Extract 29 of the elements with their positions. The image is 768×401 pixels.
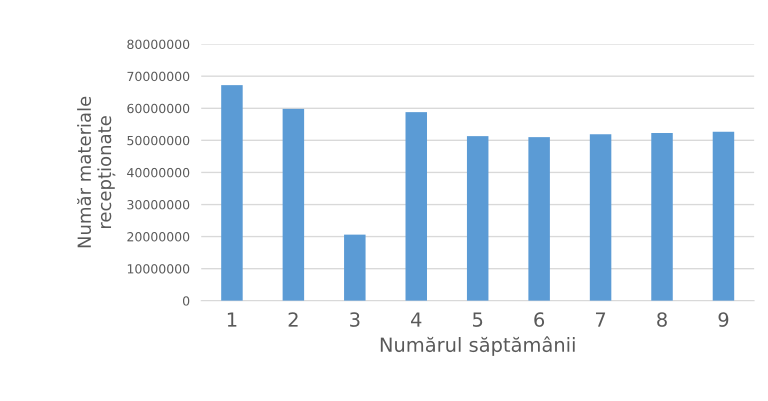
x-tick-label: 3: [350, 312, 360, 327]
bar: [528, 137, 550, 301]
bar: [344, 234, 366, 301]
x-tick-label: 2: [288, 312, 298, 327]
y-tick-label: 40000000: [127, 168, 190, 178]
x-tick-label: 9: [718, 312, 728, 327]
bar: [651, 132, 673, 301]
bar: [221, 85, 243, 301]
y-tick-label: 10000000: [128, 264, 190, 274]
y-tick-label: 80000000: [127, 40, 190, 50]
y-tick-label: 0: [182, 296, 190, 306]
y-tick-label: 60000000: [127, 104, 190, 114]
y-tick-label: 50000000: [127, 136, 190, 146]
y-axis-title: Număr materiale recepționate: [76, 96, 116, 248]
bar: [406, 112, 428, 301]
x-tick-label: 7: [596, 312, 606, 327]
bar: [282, 108, 304, 301]
y-tick-label: 20000000: [127, 232, 190, 242]
bar: [590, 134, 612, 301]
x-tick-label: 6: [534, 312, 544, 327]
bar: [466, 136, 488, 301]
y-tick-label: 70000000: [128, 72, 190, 82]
x-tick-label: 4: [411, 312, 422, 327]
bar: [712, 132, 734, 301]
x-tick-label: 1: [228, 312, 236, 327]
x-tick-label: 5: [473, 312, 482, 327]
x-tick-label: 8: [657, 312, 667, 327]
x-axis-title: Numărul săptămânii: [380, 336, 575, 356]
y-tick-label: 30000000: [127, 200, 190, 210]
